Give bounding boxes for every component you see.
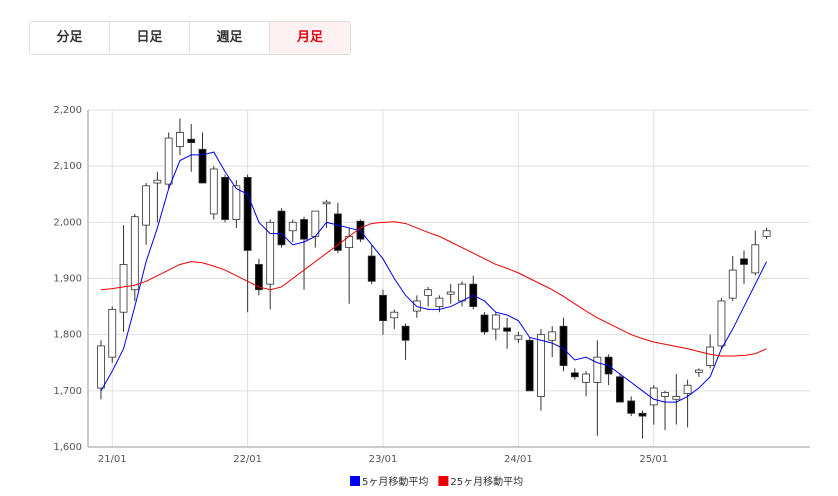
candle-body bbox=[266, 221, 275, 285]
candle-body bbox=[706, 346, 715, 366]
candle-body bbox=[333, 213, 342, 251]
candle-body bbox=[672, 396, 681, 400]
legend-swatch bbox=[438, 476, 449, 486]
tab[interactable]: 月足 bbox=[270, 22, 350, 54]
candle-body bbox=[717, 300, 726, 347]
tab-bar: 分足 日足 週足 月足 bbox=[29, 21, 351, 55]
candle-body bbox=[616, 376, 624, 403]
y-tick-label: 1,800 bbox=[53, 330, 82, 341]
candle-body bbox=[209, 168, 218, 215]
candle-body bbox=[243, 176, 252, 251]
candle-body bbox=[458, 283, 466, 302]
y-tick-label: 2,000 bbox=[53, 217, 82, 228]
candle-body bbox=[401, 325, 410, 341]
candle-body bbox=[503, 327, 511, 332]
candle-body bbox=[638, 412, 647, 417]
y-tick-label: 2,200 bbox=[53, 105, 82, 116]
candle-body bbox=[751, 244, 760, 274]
y-tick-label: 2,100 bbox=[53, 161, 82, 172]
candle-body bbox=[367, 255, 376, 282]
candle-body bbox=[232, 185, 241, 220]
candle-body bbox=[728, 269, 737, 299]
candle-body bbox=[559, 325, 568, 366]
candle-body bbox=[480, 314, 489, 333]
legend-swatch bbox=[350, 476, 360, 486]
candle-body bbox=[683, 384, 692, 395]
candle-body bbox=[740, 258, 748, 265]
candle-body bbox=[491, 314, 500, 330]
candle-body bbox=[424, 289, 433, 296]
candle-body bbox=[525, 339, 534, 392]
candle-body bbox=[537, 334, 545, 397]
tab[interactable]: 日足 bbox=[110, 22, 190, 54]
candle-body bbox=[288, 221, 297, 232]
candle-body bbox=[300, 219, 308, 240]
tab[interactable]: 週足 bbox=[190, 22, 270, 54]
candle-body bbox=[390, 311, 399, 319]
candle-body bbox=[164, 137, 173, 185]
candle-body bbox=[277, 210, 286, 246]
candle-body bbox=[198, 148, 207, 184]
candle-body bbox=[255, 264, 263, 291]
candle-body bbox=[627, 400, 636, 414]
y-tick-label: 1,600 bbox=[53, 442, 82, 453]
candle-body bbox=[446, 291, 455, 295]
x-tick-label: 23/01 bbox=[369, 454, 398, 465]
x-tick-label: 25/01 bbox=[639, 454, 668, 465]
legend-label: 25ヶ月移動平均 bbox=[450, 475, 523, 488]
candle-body bbox=[593, 356, 602, 383]
legend-label: 5ヶ月移動平均 bbox=[362, 475, 428, 488]
candle-body bbox=[435, 297, 444, 307]
candle-body bbox=[97, 345, 105, 389]
candle-body bbox=[762, 230, 771, 237]
candle-body bbox=[176, 132, 184, 147]
candle-body bbox=[694, 369, 703, 373]
candle-body bbox=[130, 216, 139, 291]
candle-body bbox=[221, 176, 229, 220]
candle-body bbox=[108, 308, 117, 358]
candle-body bbox=[119, 264, 128, 313]
y-tick-label: 1,900 bbox=[53, 274, 82, 285]
y-tick-label: 1,700 bbox=[53, 386, 82, 397]
candle-body bbox=[379, 294, 387, 322]
x-tick-label: 24/01 bbox=[504, 454, 533, 465]
candle-body bbox=[661, 392, 669, 397]
tab[interactable]: 分足 bbox=[30, 22, 110, 54]
x-tick-label: 22/01 bbox=[233, 454, 262, 465]
candle-body bbox=[153, 179, 162, 184]
candle-body bbox=[322, 201, 331, 205]
candle-body bbox=[514, 335, 523, 340]
x-tick-label: 21/01 bbox=[98, 454, 127, 465]
candle-body bbox=[548, 331, 557, 341]
candle-body bbox=[142, 185, 150, 226]
candle-body bbox=[570, 372, 579, 378]
ma-line bbox=[100, 221, 767, 357]
candle-body bbox=[582, 373, 590, 383]
candle-body bbox=[649, 387, 658, 406]
candle-body bbox=[187, 138, 196, 143]
ma-line bbox=[100, 151, 768, 403]
